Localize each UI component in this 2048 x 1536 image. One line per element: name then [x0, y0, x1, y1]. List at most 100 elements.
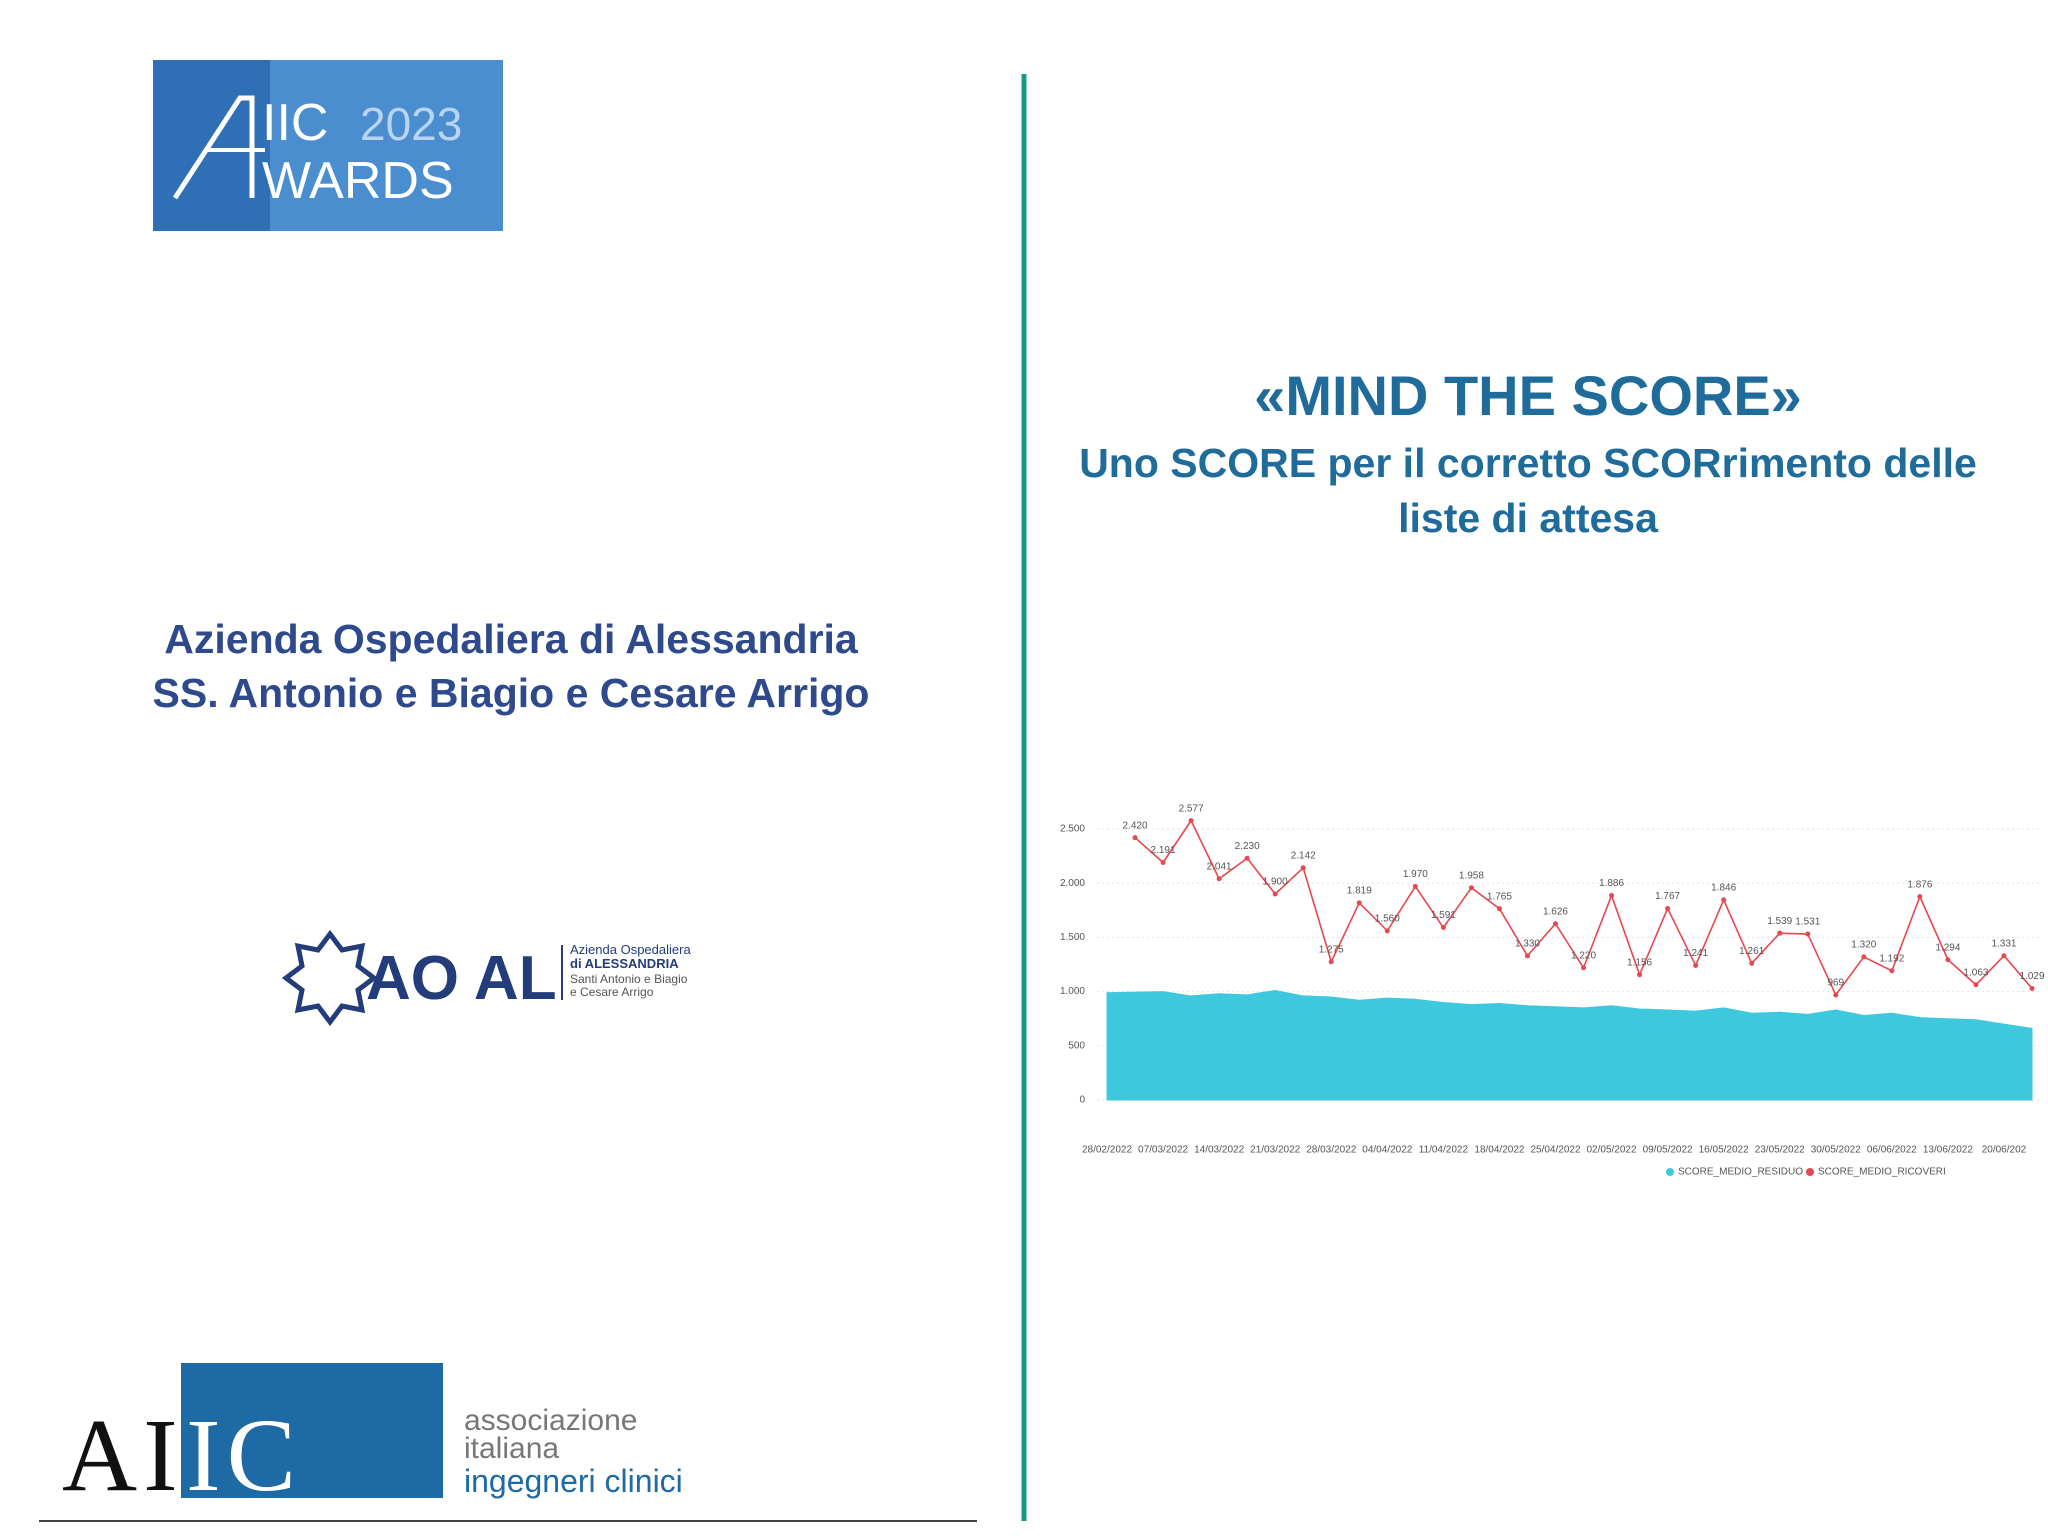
subtitle-line: liste di attesa — [1398, 495, 1659, 541]
legend-swatch — [1666, 1168, 1674, 1176]
x-tick-label: 25/04/2022 — [1530, 1145, 1580, 1156]
point — [1468, 885, 1474, 891]
aoal-logo: AO AL Azienda Ospedaliera di ALESSANDRIA… — [281, 929, 691, 1027]
point — [1160, 859, 1166, 865]
data-label: 1.275 — [1319, 944, 1344, 955]
point — [2029, 985, 2035, 991]
aoal-line: Azienda Ospedaliera — [570, 942, 691, 957]
data-label: 2.041 — [1207, 861, 1232, 872]
chart: 0 500 1.000 1.500 2.000 2.500 28/02/2022 07/03/… — [1060, 803, 2045, 1177]
point — [1861, 954, 1867, 960]
data-label: 1.156 — [1627, 957, 1652, 968]
data-label: 1.320 — [1851, 940, 1876, 951]
hospital-line: SS. Antonio e Biagio e Cesare Arrigo — [153, 670, 870, 716]
point — [1945, 957, 1951, 963]
data-label: 2.420 — [1123, 820, 1148, 831]
data-label: 2.191 — [1151, 845, 1176, 856]
point — [1552, 921, 1558, 927]
aoal-line: e Cesare Arrigo — [570, 985, 654, 999]
data-label: 1.531 — [1795, 917, 1820, 928]
x-tick-label: 11/04/2022 — [1419, 1145, 1469, 1156]
y-tick-label: 1.500 — [1060, 932, 1085, 943]
data-label: 2.230 — [1235, 841, 1260, 852]
aiic-line: ingegneri clinici — [464, 1463, 683, 1499]
data-label: 1.331 — [1991, 938, 2016, 949]
point — [1300, 865, 1306, 871]
subtitle-line: Uno SCORE per il corretto SCORrimento de… — [1079, 440, 1977, 486]
data-label: 1.241 — [1683, 948, 1708, 959]
data-label: 1.900 — [1263, 877, 1288, 888]
logo-year: 2023 — [360, 98, 462, 150]
awards-logo: IIC 2023 WARDS — [153, 60, 503, 231]
data-label: 1.819 — [1347, 885, 1372, 896]
data-label: 1.970 — [1403, 869, 1428, 880]
area — [1106, 990, 2033, 1101]
legend-label: SCORE_MEDIO_RICOVERI — [1818, 1167, 1946, 1178]
data-label: 1.294 — [1935, 942, 1960, 953]
x-tick-label: 16/05/2022 — [1699, 1145, 1749, 1156]
point — [1637, 972, 1643, 978]
y-tick-label: 0 — [1079, 1095, 1085, 1106]
data-label: 1.767 — [1655, 891, 1680, 902]
point — [1805, 931, 1811, 937]
point — [1889, 968, 1895, 974]
x-tick-label: 20/06/202 — [1982, 1145, 2027, 1156]
x-tick-label: 21/03/2022 — [1250, 1145, 1300, 1156]
data-label: 1.560 — [1375, 914, 1400, 925]
data-label: 1.846 — [1711, 883, 1736, 894]
aiic-light: IC — [186, 1398, 302, 1513]
data-label: 2.577 — [1179, 803, 1204, 814]
x-tick-label: 04/04/2022 — [1362, 1145, 1412, 1156]
legend-label: SCORE_MEDIO_RESIDUO — [1678, 1167, 1803, 1178]
hospital-line: Azienda Ospedaliera di Alessandria — [164, 616, 859, 662]
data-label: 1.261 — [1739, 946, 1764, 957]
point — [1216, 876, 1222, 882]
data-label: 969 — [1827, 978, 1844, 989]
y-tick-label: 500 — [1068, 1040, 1085, 1051]
x-tick-label: 09/05/2022 — [1643, 1145, 1693, 1156]
data-label: 2.142 — [1291, 850, 1316, 861]
point — [1496, 906, 1502, 912]
logo-box-light — [270, 60, 503, 231]
aoal-line: di ALESSANDRIA — [570, 956, 679, 971]
logo-brand: IIC — [262, 94, 328, 152]
point — [1665, 905, 1671, 911]
data-label: 1.876 — [1907, 879, 1932, 890]
x-tick-label: 02/05/2022 — [1587, 1145, 1637, 1156]
point — [1244, 855, 1250, 861]
aiic-line: associazione — [464, 1404, 637, 1437]
data-label: 1.765 — [1487, 891, 1512, 902]
data-label: 1.330 — [1515, 938, 1540, 949]
x-tick-label: 14/03/2022 — [1194, 1145, 1244, 1156]
point — [1384, 928, 1390, 934]
x-tick-label: 28/03/2022 — [1306, 1145, 1356, 1156]
data-label: 1.063 — [1963, 967, 1988, 978]
point — [1412, 883, 1418, 889]
data-label: 1.220 — [1571, 950, 1596, 961]
data-label: 1.539 — [1767, 916, 1792, 927]
point — [1328, 959, 1334, 965]
logo-word: WARDS — [262, 152, 454, 210]
x-tick-label: 07/03/2022 — [1138, 1145, 1188, 1156]
point — [1973, 982, 1979, 988]
point — [1749, 960, 1755, 966]
title: «MIND THE SCORE» — [1254, 364, 1802, 427]
point — [1693, 962, 1699, 968]
point — [1581, 965, 1587, 971]
data-label: 1.626 — [1543, 906, 1568, 917]
aiic-box — [181, 1363, 443, 1498]
data-label: 1.958 — [1459, 870, 1484, 881]
x-tick-label: 06/06/2022 — [1867, 1145, 1917, 1156]
point — [1721, 897, 1727, 903]
data-label: 1.192 — [1879, 953, 1904, 964]
point — [1132, 835, 1138, 841]
aiic-dark: AI — [62, 1398, 184, 1513]
y-tick-label: 2.500 — [1060, 824, 1085, 835]
aoal-star — [281, 929, 379, 1027]
point — [1917, 894, 1923, 900]
aiic-logo: AI IC associazione italiana ingegneri cl… — [62, 1363, 683, 1513]
point — [1777, 930, 1783, 936]
aoal-line: Santi Antonio e Biagio — [570, 972, 688, 986]
x-tick-label: 23/05/2022 — [1755, 1145, 1805, 1156]
